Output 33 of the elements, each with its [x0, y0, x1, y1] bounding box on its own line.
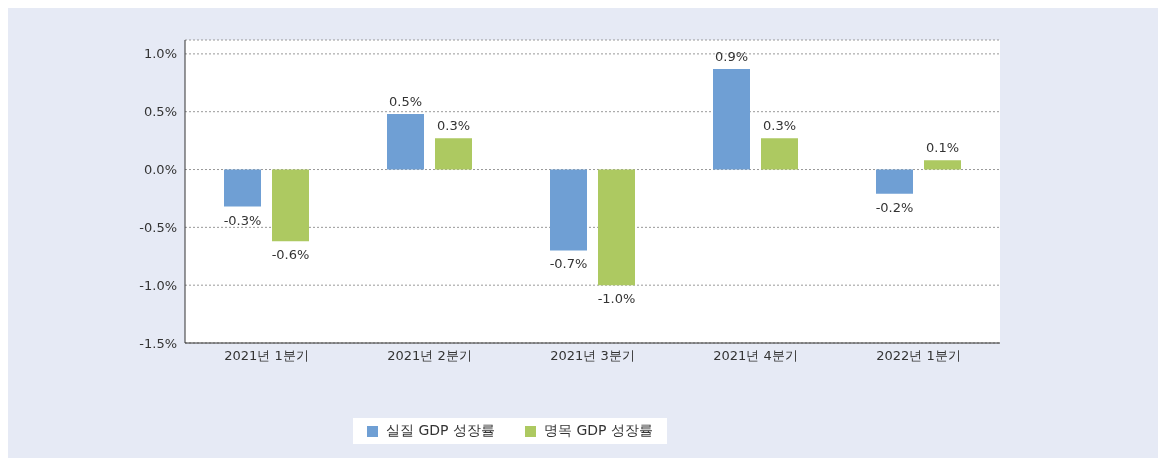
bar: [224, 169, 261, 207]
y-tick-label: 1.0%: [143, 46, 177, 62]
bar: [435, 138, 472, 170]
x-tick-label: 2021년 4분기: [713, 348, 798, 364]
data-label: -0.2%: [875, 199, 914, 215]
data-label: -0.3%: [223, 212, 262, 228]
y-tick-label: 0.0%: [143, 162, 177, 178]
data-label: -1.0%: [597, 291, 636, 307]
data-label: 0.9%: [714, 48, 749, 64]
bar: [713, 68, 750, 170]
data-label: 0.5%: [388, 94, 423, 110]
y-tick-label: -1.5%: [139, 335, 177, 351]
data-label: -0.7%: [549, 256, 588, 272]
bar: [272, 169, 309, 242]
bar: [924, 160, 961, 170]
y-tick-label: -1.0%: [139, 277, 177, 293]
bar: [387, 114, 424, 170]
x-tick-label: 2021년 2분기: [387, 348, 472, 364]
legend-label: 명목 GDP 성장률: [544, 422, 653, 440]
x-tick-label: 2021년 1분기: [224, 348, 309, 364]
data-label: 0.3%: [436, 118, 471, 134]
data-label: 0.1%: [925, 140, 960, 156]
data-label: -0.6%: [271, 247, 310, 263]
bar: [550, 169, 587, 251]
y-tick-label: 0.5%: [143, 104, 177, 120]
bar: [761, 138, 798, 170]
y-tick-label: -0.5%: [139, 219, 177, 235]
x-tick-label: 2022년 1분기: [876, 348, 961, 364]
bar: [598, 169, 635, 286]
legend-label: 실질 GDP 성장률: [386, 422, 495, 440]
bar: [876, 169, 913, 194]
x-tick-label: 2021년 3분기: [550, 348, 635, 364]
data-label: 0.3%: [762, 118, 797, 134]
